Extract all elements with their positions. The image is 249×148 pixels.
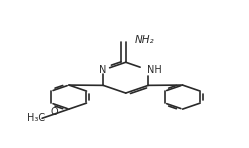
Text: NH: NH: [147, 65, 162, 75]
Text: N: N: [99, 65, 106, 75]
Text: NH₂: NH₂: [134, 35, 154, 45]
Text: O: O: [51, 107, 59, 117]
Text: H₃C: H₃C: [27, 113, 45, 123]
